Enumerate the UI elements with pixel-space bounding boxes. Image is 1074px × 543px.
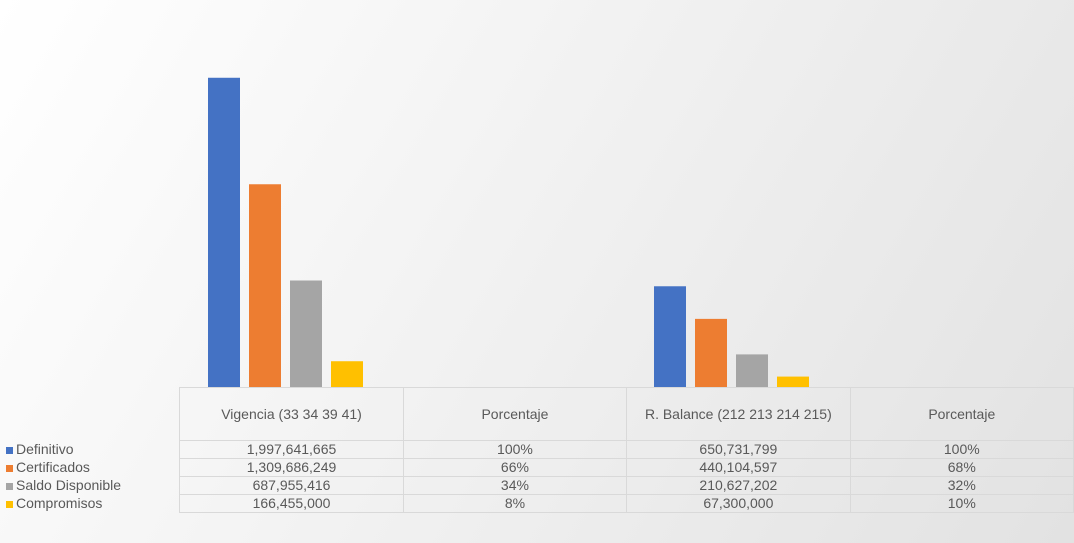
value-label: 100% [849, 440, 1074, 459]
category-header: R. Balance (212 213 214 215) [626, 387, 851, 441]
legend-entry: Definitivo [0, 441, 180, 459]
data-table: Vigencia (33 34 39 41) Porcentaje R. Balan… [0, 387, 1074, 513]
bar [695, 318, 727, 387]
bar [736, 354, 768, 387]
legend-label: Compromisos [16, 495, 103, 511]
bar [249, 184, 281, 387]
value-label: 687,955,416 [179, 476, 404, 495]
value-label: 68% [849, 458, 1074, 477]
category-header: Porcentaje [402, 387, 628, 441]
series-row: Certificados 1,309,686,249 66% 440,104,597 6… [0, 458, 1074, 477]
value-label: 1,997,641,665 [179, 440, 404, 459]
value-label: 8% [402, 494, 628, 513]
value-label: 10% [849, 494, 1074, 513]
corner [0, 388, 180, 441]
value-label: 1,309,686,249 [179, 458, 404, 477]
category-header: Vigencia (33 34 39 41) [179, 387, 404, 441]
header-row: Vigencia (33 34 39 41) Porcentaje R. Balan… [0, 387, 1074, 441]
legend-label: Saldo Disponible [16, 477, 122, 493]
value-label: 100% [402, 440, 628, 459]
legend-key [6, 447, 13, 454]
value-label: 650,731,799 [626, 440, 851, 459]
legend-entry: Compromisos [0, 495, 180, 513]
legend-entry: Certificados [0, 459, 180, 477]
value-label: 32% [849, 476, 1074, 495]
bar [208, 77, 240, 387]
value-label: 440,104,597 [626, 458, 851, 477]
value-label: 166,455,000 [179, 494, 404, 513]
series-row: Saldo Disponible 687,955,416 34% 210,627,20… [0, 476, 1074, 495]
legend-key [6, 501, 13, 508]
value-label: 66% [402, 458, 628, 477]
category-header: Porcentaje [849, 387, 1074, 441]
bar [331, 361, 363, 387]
legend-label: Certificados [16, 459, 90, 475]
legend-key [6, 483, 13, 490]
legend-label: Definitivo [16, 441, 74, 457]
value-label: 210,627,202 [626, 476, 851, 495]
bar [777, 376, 809, 387]
series-row: Definitivo 1,997,641,665 100% 650,731,799 10… [0, 440, 1074, 459]
bar [290, 280, 322, 387]
value-label: 67,300,000 [626, 494, 851, 513]
series-row: Compromisos 166,455,000 8% 67,300,000 10% [0, 494, 1074, 513]
legend-key [6, 465, 13, 472]
plot [208, 77, 909, 387]
bar [654, 286, 686, 387]
value-label: 34% [402, 476, 628, 495]
legend-entry: Saldo Disponible [0, 477, 180, 495]
